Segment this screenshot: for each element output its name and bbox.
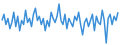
- line: [2, 4, 118, 43]
- chart: [0, 0, 120, 45]
- plot-area: [2, 4, 118, 43]
